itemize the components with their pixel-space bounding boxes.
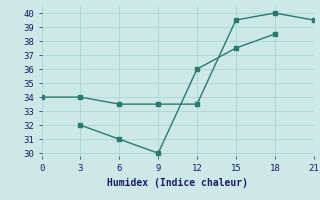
X-axis label: Humidex (Indice chaleur): Humidex (Indice chaleur) [107,178,248,188]
